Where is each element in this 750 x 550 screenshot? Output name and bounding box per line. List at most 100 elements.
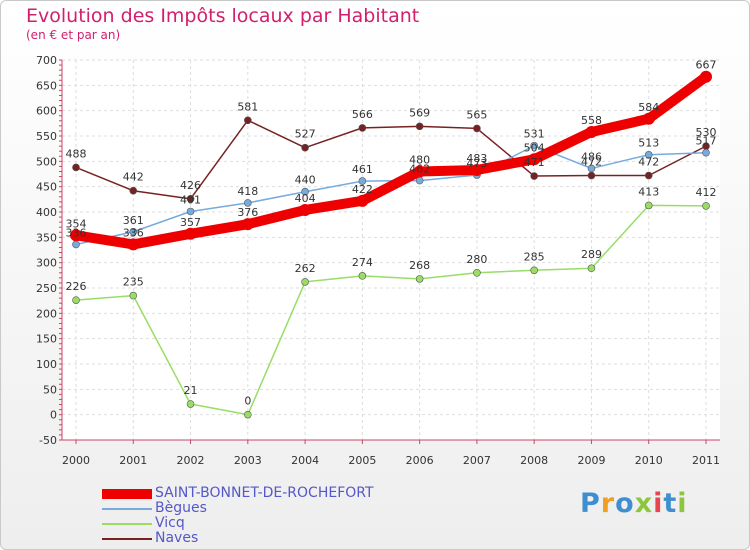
data-label: 442 [123,171,144,184]
data-label: 486 [581,150,602,163]
logo-letter: r [600,488,616,519]
data-point [642,112,655,125]
data-label: 268 [409,259,430,272]
x-tick-label: 2003 [234,454,262,467]
x-tick-label: 2001 [119,454,147,467]
data-label: 422 [352,183,373,196]
x-tick-label: 2009 [577,454,605,467]
y-tick-label: 500 [36,155,57,168]
data-label: 262 [295,262,316,275]
data-label: 235 [123,276,144,289]
data-point [585,125,598,138]
legend-label: SAINT-BONNET-DE-ROCHEFORT [155,485,374,501]
y-tick-label: 450 [36,181,57,194]
data-label: 426 [180,179,201,192]
logo-letter: i [677,488,688,519]
y-tick-label: 550 [36,130,57,143]
data-point [70,229,82,242]
data-point [72,240,80,249]
data-label: 0 [244,395,251,408]
data-point [244,199,252,207]
data-label: 336 [66,226,87,239]
logo-letter: x [634,488,654,519]
series-line-vicq [75,204,707,416]
data-label: 471 [524,156,545,169]
data-label: 461 [352,163,373,176]
data-point [186,195,195,203]
data-point [473,268,481,277]
chart-title: Evolution des Impôts locaux par Habitant [26,5,420,27]
data-point [470,163,483,176]
data-label: 527 [295,128,316,141]
data-label: 565 [466,108,487,121]
x-tick-label: 2008 [520,454,548,467]
data-point [358,124,367,132]
x-tick-label: 2005 [348,454,376,467]
data-point [644,171,653,180]
data-label: 289 [581,248,602,261]
logo-letter: i [653,488,664,519]
data-label: 412 [696,186,717,199]
data-point [186,400,195,408]
data-point [127,238,140,251]
x-tick-label: 2010 [635,454,663,467]
data-point [301,278,309,286]
data-label: 530 [696,126,717,139]
data-point [528,153,541,166]
data-label: 472 [581,156,602,169]
chart-subtitle: (en € et par an) [26,28,121,42]
data-label: 401 [180,193,201,206]
data-point [530,141,538,150]
legend-swatch [102,489,152,499]
x-tick-label: 2002 [177,454,205,467]
data-label: 354 [66,217,87,230]
data-point [241,218,254,231]
x-tick-label: 2007 [463,454,491,467]
data-label: 440 [295,174,316,187]
data-label: 462 [409,163,430,176]
y-tick-label: 700 [36,54,57,67]
y-tick-label: 350 [36,231,57,244]
y-tick-label: 300 [36,257,57,270]
data-label: 504 [524,141,545,154]
data-point [530,266,538,275]
data-label: 361 [123,214,144,227]
y-tick-label: 0 [50,409,57,422]
data-point [644,201,653,210]
data-label: 517 [696,135,717,148]
data-point [129,227,138,236]
legend-swatch [102,508,152,510]
data-label: 357 [180,216,201,229]
data-point [299,203,312,216]
data-label: 584 [638,101,659,114]
series-line-naves [75,119,707,200]
data-point [413,165,426,178]
legend-label: Bègues [155,500,207,516]
data-label: 667 [696,59,717,72]
data-point [587,164,596,173]
data-label: 418 [237,185,258,198]
data-point [530,172,538,180]
y-tick-label: 650 [36,79,57,92]
data-label: 336 [123,226,144,239]
data-label: 488 [66,147,87,160]
x-tick-label: 2004 [291,454,319,467]
data-label: 472 [638,156,659,169]
y-tick-label: 150 [36,333,57,346]
x-tick-label: 2011 [692,454,720,467]
data-label: 581 [237,100,258,113]
data-label: 569 [409,106,430,119]
data-point [356,194,369,207]
series-line-saint-bonnet-de-rochefort [71,71,711,250]
data-point [587,264,596,273]
data-label: 413 [638,185,659,198]
data-point [72,296,80,304]
data-label: 558 [581,114,602,127]
y-tick-label: 100 [36,358,57,371]
data-point [358,272,367,280]
data-point [186,207,195,216]
y-tick-label: 400 [36,206,57,219]
data-label: 280 [466,253,487,266]
legend-label: Naves [155,530,199,546]
